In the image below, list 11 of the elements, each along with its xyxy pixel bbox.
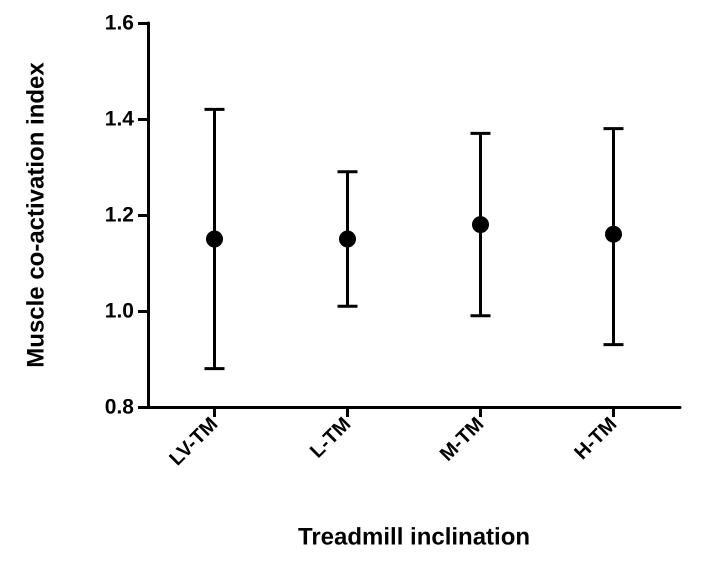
point (472, 216, 489, 234)
y-axis-title: Muscle co-activation index (22, 62, 50, 368)
y-tick-label: 1.6 (104, 12, 134, 34)
point (206, 230, 223, 248)
y-tick-label: 1.4 (104, 108, 134, 130)
y-tick-label: 0.8 (104, 396, 134, 418)
point (605, 226, 622, 243)
x-axis-title: Treadmill inclination (298, 524, 530, 550)
point (339, 230, 356, 248)
y-tick-label: 1.2 (104, 204, 134, 226)
y-tick-label: 1.0 (104, 300, 134, 322)
